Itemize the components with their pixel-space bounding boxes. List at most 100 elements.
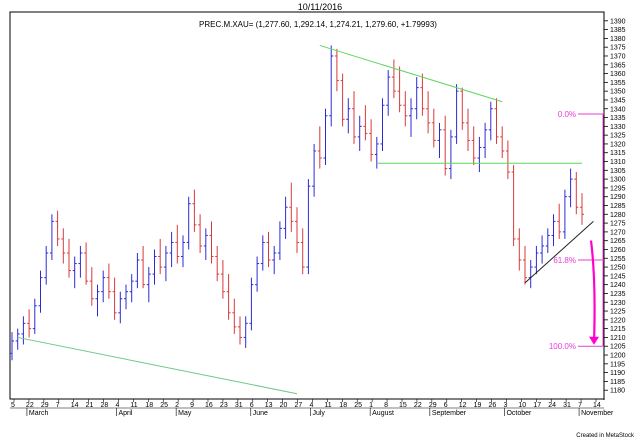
x-day-label: 7 [578, 402, 582, 409]
x-day-label: 1 [369, 402, 373, 409]
y-tick-label: 1190 [610, 370, 625, 377]
y-tick-label: 1215 [610, 326, 626, 333]
y-tick-label: 1265 [610, 238, 626, 245]
y-tick-label: 1225 [610, 309, 626, 316]
y-tick-label: 1340 [610, 106, 626, 113]
x-day-label: 25 [160, 402, 168, 409]
resistance-trend-line [319, 44, 503, 103]
instrument-legend: PREC.M.XAU= (1,277.60, 1,292.14, 1,274.2… [199, 20, 437, 29]
y-tick-label: 1230 [610, 300, 626, 307]
fib-level-label: 0.0% [558, 110, 576, 119]
x-day-label: 22 [414, 402, 422, 409]
x-day-label: 15 [399, 402, 407, 409]
x-day-label: 14 [71, 402, 79, 409]
x-day-label: 5 [11, 402, 15, 409]
x-day-label: 29 [429, 402, 437, 409]
y-tick-label: 1185 [610, 379, 625, 386]
x-day-label: 31 [235, 402, 243, 409]
arrow-head-icon [589, 336, 599, 345]
y-tick-label: 1280 [610, 212, 626, 219]
y-tick-label: 1365 [610, 62, 626, 69]
x-day-label: 13 [265, 402, 273, 409]
x-day-label: 12 [459, 402, 467, 409]
x-day-label: 29 [41, 402, 49, 409]
y-tick-label: 1200 [610, 353, 626, 360]
y-tick-label: 1300 [610, 177, 626, 184]
y-tick-label: 1385 [610, 27, 626, 34]
x-day-label: 23 [220, 402, 228, 409]
y-tick-label: 1210 [610, 335, 626, 342]
y-tick-label: 1320 [610, 141, 626, 148]
x-day-label: 18 [145, 402, 153, 409]
y-tick-label: 1275 [610, 221, 626, 228]
x-day-label: 11 [324, 402, 331, 409]
y-tick-label: 1330 [610, 124, 626, 131]
y-tick-label: 1345 [610, 97, 626, 104]
x-month-label: July [312, 410, 325, 417]
y-tick-label: 1255 [610, 256, 626, 263]
x-day-label: 28 [101, 402, 109, 409]
y-tick-label: 1370 [610, 53, 626, 60]
fib-level-label: 61.8% [553, 256, 576, 265]
x-day-label: 16 [205, 402, 213, 409]
x-day-label: 18 [339, 402, 347, 409]
x-day-label: 31 [563, 402, 571, 409]
x-day-label: 9 [190, 402, 194, 409]
rising-support-line [524, 220, 594, 284]
plot-border [9, 11, 605, 400]
y-tick-label: 1220 [610, 317, 626, 324]
x-day-label: 22 [26, 402, 34, 409]
y-tick-label: 1285 [610, 203, 626, 210]
long-support-line [17, 336, 298, 395]
chart-date: 10/11/2016 [297, 2, 343, 12]
x-day-label: 8 [384, 402, 388, 409]
y-tick-label: 1305 [610, 168, 626, 175]
x-month-label: August [372, 410, 394, 417]
x-day-label: 7 [56, 402, 60, 409]
x-day-label: 11 [130, 402, 137, 409]
y-tick-label: 1235 [610, 291, 626, 298]
x-day-label: 25 [354, 402, 362, 409]
y-tick-label: 1240 [610, 282, 626, 289]
x-day-label: 10 [518, 402, 526, 409]
y-tick-label: 1310 [610, 159, 626, 166]
y-tick-label: 1295 [610, 185, 626, 192]
x-day-label: 2 [175, 402, 179, 409]
y-tick-label: 1260 [610, 247, 626, 254]
x-day-label: 19 [474, 402, 482, 409]
x-day-label: 27 [295, 402, 303, 409]
x-day-label: 21 [86, 402, 94, 409]
fib-level-label: 100.0% [549, 342, 576, 351]
x-month-label: November [581, 410, 614, 417]
y-tick-label: 1325 [610, 133, 626, 140]
x-month-label: May [178, 410, 192, 417]
software-credit: Created in MetaStock [576, 433, 634, 439]
projection-arrow [589, 240, 596, 343]
y-tick-label: 1335 [610, 115, 626, 122]
x-day-label: 24 [548, 402, 556, 409]
x-month-label: October [506, 410, 532, 417]
y-tick-label: 1205 [610, 344, 626, 351]
y-tick-label: 1270 [610, 229, 626, 236]
x-month-label: September [432, 410, 467, 417]
x-day-label: 26 [489, 402, 497, 409]
x-day-label: 20 [280, 402, 288, 409]
y-tick-label: 1245 [610, 273, 626, 280]
y-tick-label: 1360 [610, 71, 626, 78]
x-day-label: 6 [250, 402, 254, 409]
x-month-label: June [253, 410, 268, 417]
y-tick-label: 1315 [610, 150, 626, 157]
x-month-label: March [29, 410, 49, 417]
y-tick-label: 1195 [610, 361, 625, 368]
x-day-label: 4 [115, 402, 119, 409]
x-day-label: 3 [503, 402, 507, 409]
y-tick-label: 1290 [610, 194, 626, 201]
y-tick-label: 1350 [610, 89, 626, 96]
y-tick-label: 1250 [610, 265, 626, 272]
x-day-label: 6 [444, 402, 448, 409]
x-day-label: 14 [593, 402, 601, 409]
y-tick-label: 1380 [610, 36, 626, 43]
x-day-label: 4 [309, 402, 313, 409]
